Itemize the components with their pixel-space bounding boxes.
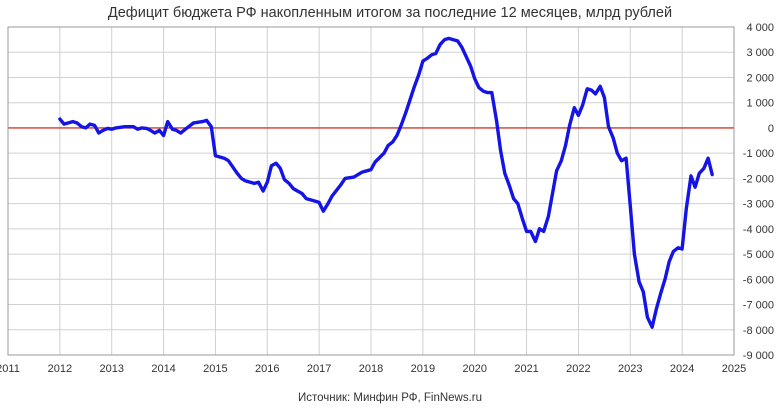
x-tick-label: 2020 [462,363,486,375]
x-tick-label: 2017 [307,363,331,375]
y-tick-label: 3 000 [746,47,774,59]
y-tick-label: -1 000 [743,148,774,160]
x-tick-label: 2015 [203,363,227,375]
y-tick-label: -2 000 [743,173,774,185]
x-tick-label: 2014 [151,363,175,375]
chart-title: Дефицит бюджета РФ накопленным итогом за… [108,5,672,21]
y-axis-ticks: 4 000 3 000 2 000 1 000 0 -1 000 -2 000 -3 000 -… [743,22,774,362]
x-tick-label: 2023 [618,363,642,375]
x-tick-label: 2018 [359,363,383,375]
y-tick-label: -3 000 [743,199,774,211]
x-tick-label: 2021 [514,363,538,375]
x-tick-label: 2013 [99,363,123,375]
y-tick-label: 2 000 [746,72,774,84]
deficit-series-line [58,36,714,329]
y-tick-label: -6 000 [743,274,774,286]
x-tick-label: 2024 [670,363,694,375]
y-tick-label: -7 000 [743,300,774,312]
x-tick-label: 2025 [722,363,746,375]
x-axis-ticks: 2011 2012 2013 2014 2015 2016 2017 2018 2019 2020… [0,363,746,375]
x-tick-label: 2022 [566,363,590,375]
y-tick-label: -9 000 [743,350,774,362]
chart-source: Источник: Минфин РФ, FinNews.ru [298,392,482,404]
y-tick-label: 1 000 [746,98,774,110]
y-tick-label: 4 000 [746,22,774,34]
y-tick-label: -4 000 [743,224,774,236]
x-tick-label: 2019 [411,363,435,375]
y-tick-label: -5 000 [743,249,774,261]
x-tick-label: 2012 [48,363,72,375]
x-tick-label: 2011 [0,363,20,375]
x-tick-label: 2016 [255,363,279,375]
y-tick-label: 0 [768,123,774,135]
plot-frame [7,26,735,356]
y-tick-label: -8 000 [743,325,774,337]
grid-lines [8,27,734,355]
